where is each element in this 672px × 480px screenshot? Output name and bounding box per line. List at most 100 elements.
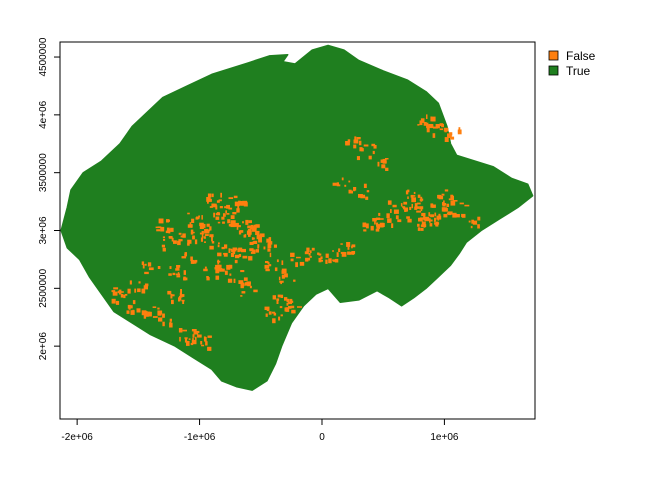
x-tick-label: 1e+06 bbox=[430, 432, 459, 443]
false-cell bbox=[166, 219, 170, 223]
false-cell bbox=[286, 298, 290, 302]
false-cell bbox=[217, 252, 222, 257]
false-cell bbox=[291, 300, 294, 303]
false-cell bbox=[201, 232, 204, 238]
false-cell bbox=[192, 338, 194, 341]
false-cell bbox=[123, 294, 126, 299]
false-cell bbox=[252, 249, 256, 254]
false-cell bbox=[247, 225, 251, 229]
false-cell bbox=[127, 304, 131, 309]
false-cell bbox=[281, 270, 285, 274]
false-cell bbox=[158, 317, 163, 322]
false-cell bbox=[392, 204, 397, 208]
false-cell bbox=[246, 230, 252, 235]
region-true bbox=[60, 44, 534, 391]
false-cell bbox=[455, 214, 460, 218]
false-cell bbox=[176, 265, 181, 268]
false-cell bbox=[380, 159, 385, 163]
false-cell bbox=[199, 232, 203, 235]
false-cell bbox=[372, 218, 377, 222]
false-cell bbox=[281, 260, 284, 265]
false-cell bbox=[191, 224, 193, 228]
false-cell bbox=[178, 328, 183, 333]
false-cell bbox=[450, 136, 455, 140]
false-cell bbox=[203, 236, 206, 239]
false-cell bbox=[199, 222, 204, 227]
false-cell bbox=[413, 191, 416, 195]
false-cell bbox=[238, 280, 244, 284]
false-cell bbox=[143, 285, 148, 290]
false-cell bbox=[232, 212, 237, 215]
false-cell bbox=[276, 298, 280, 301]
false-cell bbox=[207, 200, 209, 204]
false-cell bbox=[216, 200, 220, 203]
false-cell bbox=[111, 290, 116, 293]
false-cell bbox=[385, 158, 389, 160]
false-cell bbox=[290, 305, 295, 309]
false-cell bbox=[296, 256, 301, 259]
false-cell bbox=[382, 222, 385, 227]
false-cell bbox=[376, 224, 381, 227]
false-cell bbox=[431, 116, 436, 122]
false-cell bbox=[457, 129, 462, 135]
false-cell bbox=[271, 311, 276, 314]
false-cell bbox=[346, 242, 351, 247]
false-cell bbox=[268, 264, 272, 267]
false-cell bbox=[265, 313, 268, 317]
false-cell bbox=[363, 229, 366, 232]
false-cell bbox=[201, 215, 203, 220]
false-cell bbox=[429, 218, 431, 223]
false-cell bbox=[266, 238, 270, 243]
false-cell bbox=[320, 260, 323, 262]
false-cell bbox=[349, 251, 354, 255]
false-cell bbox=[192, 334, 195, 338]
false-cell bbox=[428, 124, 434, 129]
false-cell bbox=[425, 216, 429, 221]
false-cell bbox=[207, 346, 212, 351]
false-cell bbox=[207, 193, 212, 198]
false-cell bbox=[195, 336, 197, 340]
false-cell bbox=[348, 180, 351, 183]
false-cell bbox=[168, 236, 172, 239]
false-cell bbox=[111, 298, 116, 304]
false-cell bbox=[345, 141, 350, 146]
false-cell bbox=[365, 196, 369, 200]
false-cell bbox=[336, 182, 339, 185]
false-cell bbox=[215, 275, 220, 280]
false-cell bbox=[219, 206, 223, 209]
false-cell bbox=[228, 264, 233, 269]
false-cell bbox=[223, 252, 228, 257]
false-cell bbox=[356, 156, 360, 161]
false-cell bbox=[430, 219, 433, 222]
false-cell bbox=[257, 244, 260, 248]
false-cell bbox=[378, 212, 381, 216]
false-cell bbox=[251, 228, 257, 232]
false-cell bbox=[363, 144, 369, 147]
false-cell bbox=[190, 256, 193, 262]
false-cell bbox=[280, 294, 284, 298]
false-cell bbox=[144, 263, 147, 266]
false-cell bbox=[233, 195, 238, 199]
false-cell bbox=[403, 201, 408, 205]
false-cell bbox=[444, 137, 449, 142]
false-cell bbox=[225, 210, 227, 213]
false-cell bbox=[246, 281, 251, 285]
false-cell bbox=[221, 246, 225, 250]
false-cell bbox=[353, 144, 357, 149]
false-cell bbox=[472, 220, 478, 225]
false-cell bbox=[430, 214, 435, 218]
false-cell bbox=[256, 234, 261, 240]
false-cell bbox=[144, 271, 149, 275]
false-cell bbox=[336, 252, 339, 257]
false-cell bbox=[209, 234, 214, 238]
false-cell bbox=[477, 216, 481, 221]
false-cell bbox=[190, 342, 194, 346]
false-cell bbox=[377, 161, 380, 167]
false-cell bbox=[332, 182, 337, 186]
false-cell bbox=[395, 215, 399, 220]
false-cell bbox=[325, 259, 328, 264]
false-cell bbox=[414, 203, 418, 208]
false-cell bbox=[229, 273, 232, 276]
false-cell bbox=[371, 143, 376, 147]
false-cell bbox=[263, 246, 266, 250]
